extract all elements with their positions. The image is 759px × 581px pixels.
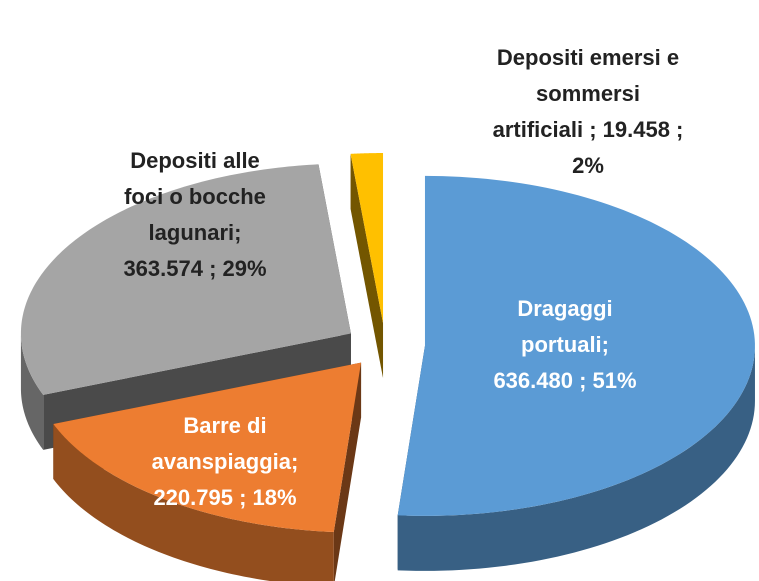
data-label: Barre di avanspiaggia; 220.795 ; 18% <box>151 413 299 510</box>
pie-slice <box>350 153 384 324</box>
slice-side <box>20 333 44 450</box>
slice-side <box>397 345 755 571</box>
slice-side <box>53 424 334 581</box>
data-label: Dragaggi portuali; 636.480 ; 51% <box>493 296 637 393</box>
pie-slice <box>53 362 362 533</box>
data-label: Depositi alle foci o bocche lagunari; 36… <box>123 148 267 281</box>
pie-slice <box>397 175 755 516</box>
slice-edge <box>350 153 384 379</box>
data-label: Depositi emersi e sommersi artificiali ;… <box>492 45 684 178</box>
pie-slice <box>20 164 351 395</box>
